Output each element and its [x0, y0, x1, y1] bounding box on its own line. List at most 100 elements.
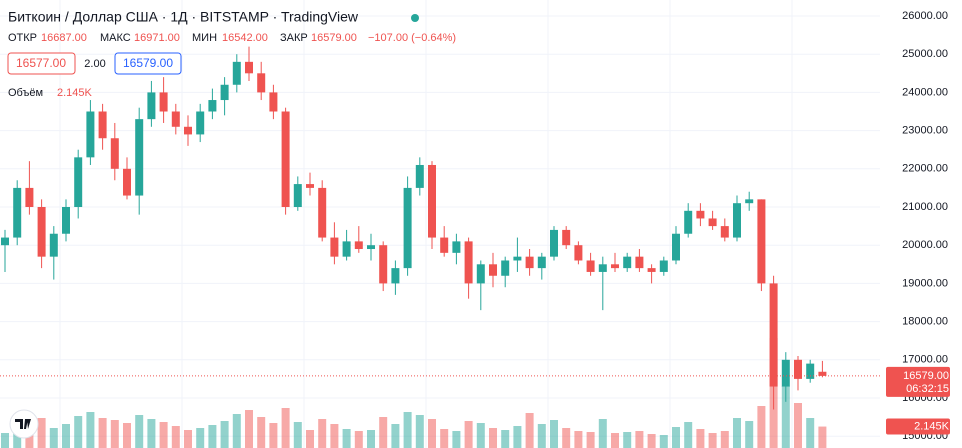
candle-body — [257, 73, 266, 93]
candle-body — [269, 92, 278, 112]
candle-body — [147, 92, 156, 120]
candle-body — [49, 233, 58, 257]
volume-bar — [147, 419, 156, 448]
y-tick-label: 17000.00 — [902, 354, 948, 366]
sell-button[interactable] — [7, 52, 76, 75]
candle-body — [733, 203, 741, 238]
candle-body — [62, 207, 70, 234]
volume-bar — [208, 425, 217, 448]
volume-bar — [257, 417, 266, 448]
volume-bar — [62, 424, 70, 448]
candle-body — [781, 359, 790, 387]
volume-bar — [220, 421, 229, 448]
candle-body — [245, 61, 253, 74]
volume-bar — [684, 422, 693, 448]
volume-bar — [623, 432, 632, 448]
volume-bar — [354, 431, 363, 448]
buy-button[interactable] — [114, 52, 182, 75]
candle-body — [196, 111, 205, 135]
candle-body — [354, 241, 363, 250]
volume-bar — [245, 410, 253, 448]
candle-body — [306, 184, 314, 188]
sell-price[interactable]: 16577.00 — [16, 56, 66, 70]
volume-tag-label: 2.145K — [914, 420, 950, 432]
volume-bar — [415, 415, 424, 448]
candle-body — [464, 241, 473, 284]
candle-body — [415, 164, 424, 188]
volume-bar — [306, 430, 314, 448]
candle-body — [525, 256, 534, 269]
candle-body — [647, 268, 656, 272]
candle-body — [623, 256, 632, 269]
candle-body — [659, 260, 668, 272]
candle-body — [25, 187, 34, 208]
candle-body — [757, 199, 766, 284]
candle-body — [574, 245, 583, 261]
volume-bar — [379, 417, 388, 448]
volume-bar — [196, 428, 205, 448]
volume-bar — [757, 406, 766, 448]
spread: 2.00 — [84, 58, 105, 70]
volume-bar — [403, 412, 412, 448]
volume-bar — [476, 423, 485, 448]
volume-bar — [269, 423, 278, 448]
candle-body — [342, 241, 351, 257]
change-value: −107.00 (−0.64%) — [368, 32, 456, 44]
candle-body — [74, 157, 83, 208]
candle-body — [330, 237, 339, 257]
buy-price[interactable]: 16579.00 — [123, 56, 173, 70]
y-tick-label: 20000.00 — [902, 239, 948, 251]
candle-body — [98, 111, 107, 139]
volume-bar — [672, 427, 680, 448]
candle-body — [379, 245, 388, 284]
candle-body — [318, 187, 327, 238]
volume-bar — [659, 435, 668, 448]
candle-body — [513, 256, 522, 261]
volume-bar — [513, 426, 522, 448]
volume-bar — [745, 421, 754, 448]
volume-bar — [86, 412, 95, 448]
volume-bar — [293, 422, 302, 448]
candle-body — [562, 229, 571, 246]
volume-bar — [562, 428, 571, 448]
candle-body — [208, 100, 217, 112]
last-price-tag — [886, 366, 950, 397]
y-tick-label: 24000.00 — [902, 86, 948, 98]
candle-body — [769, 283, 778, 387]
volume-bar — [184, 430, 192, 448]
high-value: 16971.00 — [134, 32, 180, 44]
candle-body — [281, 111, 290, 208]
volume-bar — [635, 431, 644, 448]
y-tick-label: 25000.00 — [902, 48, 948, 60]
y-tick-label: 19000.00 — [902, 277, 948, 289]
close-label: ЗАКР — [280, 32, 308, 44]
volume-bar — [98, 418, 107, 448]
status-dot — [411, 14, 419, 22]
candle-body — [586, 260, 595, 272]
candle-body — [598, 264, 607, 272]
volume-bar — [720, 431, 729, 448]
candle-body — [110, 138, 119, 169]
candle-body — [489, 264, 497, 276]
volume-bar — [452, 431, 461, 448]
volume-bar — [525, 413, 534, 448]
candle-body — [159, 92, 168, 112]
candle-body — [818, 371, 827, 376]
candle-body — [37, 207, 46, 257]
candles — [0, 46, 880, 410]
candle-body — [611, 264, 619, 269]
candle-body — [440, 237, 449, 253]
candle-body — [232, 61, 241, 85]
candle-body — [501, 260, 510, 276]
candle-body — [184, 126, 192, 135]
volume-bar — [171, 426, 180, 448]
y-tick-label: 23000.00 — [902, 125, 948, 137]
volume-bar — [232, 414, 241, 448]
chart-title: Биткоин / Доллар США · 1Д · BITSTAMP · T… — [8, 9, 359, 25]
candle-body — [123, 168, 131, 196]
volume-bar — [281, 408, 290, 448]
candle-body — [806, 363, 815, 379]
candle-body — [720, 226, 729, 238]
candle-body — [794, 359, 802, 379]
candle-body — [13, 187, 22, 238]
